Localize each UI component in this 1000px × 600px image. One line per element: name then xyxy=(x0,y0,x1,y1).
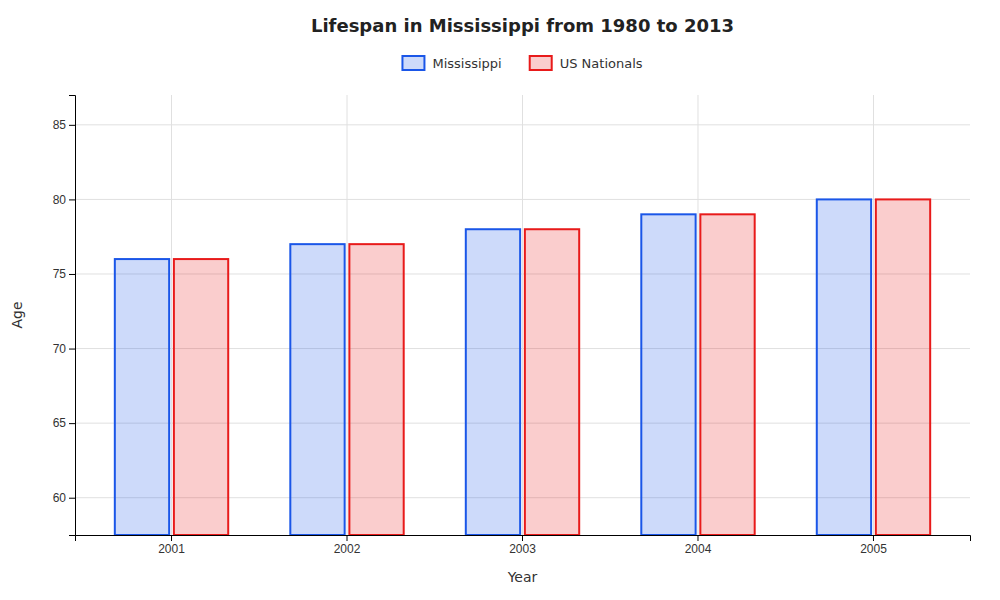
tick-label: 80 xyxy=(53,193,67,207)
bar xyxy=(817,199,871,535)
bars xyxy=(115,199,930,535)
y-axis: 60 65 70 75 80 85 xyxy=(53,96,76,536)
tick: 2005 xyxy=(860,535,887,556)
tick: 60 xyxy=(53,491,75,505)
tick-mark xyxy=(69,423,75,424)
tick-mark xyxy=(171,535,172,541)
tick-mark xyxy=(873,535,874,541)
bar xyxy=(349,244,403,535)
tick: 70 xyxy=(53,342,75,356)
bar xyxy=(115,259,169,535)
bar xyxy=(290,244,344,535)
grid-line xyxy=(347,95,348,535)
x-axis-title: Year xyxy=(507,569,538,585)
tick: 85 xyxy=(53,118,75,132)
tick-mark xyxy=(69,199,75,200)
title: Lifespan in Mississippi from 1980 to 201… xyxy=(311,15,734,36)
tick-label: 2004 xyxy=(685,542,712,556)
tick-label: 75 xyxy=(53,267,67,281)
bar xyxy=(525,229,579,535)
bar xyxy=(700,214,754,535)
grid-line xyxy=(873,95,874,535)
tick-mark xyxy=(69,274,75,275)
tick: 2003 xyxy=(509,535,536,556)
tick: 80 xyxy=(53,193,75,207)
plot: 2001 2002 2003 2004 2005 60 65 70 75 80 85 xyxy=(53,95,971,556)
bar xyxy=(641,214,695,535)
tick-mark xyxy=(69,349,75,350)
tick-label: 65 xyxy=(53,416,67,430)
tick-label: 2005 xyxy=(860,542,887,556)
legend-label: Mississippi xyxy=(432,56,501,71)
legend-swatch xyxy=(402,56,424,70)
grid-line xyxy=(522,95,523,535)
x-axis: 2001 2002 2003 2004 2005 xyxy=(76,535,971,556)
tick-mark xyxy=(347,535,348,541)
tick-label: 2003 xyxy=(509,542,536,556)
legend-swatch xyxy=(530,56,552,70)
tick: 75 xyxy=(53,267,75,281)
axis-line xyxy=(69,96,76,536)
tick-mark xyxy=(522,535,523,541)
tick: 2004 xyxy=(685,535,712,556)
tick: 2002 xyxy=(334,535,361,556)
legend: Mississippi US Nationals xyxy=(402,56,642,71)
grid-line xyxy=(171,95,172,535)
tick-mark xyxy=(69,125,75,126)
tick: 65 xyxy=(53,416,75,430)
bar xyxy=(174,259,228,535)
tick: 2001 xyxy=(158,535,185,556)
legend-label: US Nationals xyxy=(560,56,643,71)
grid-line xyxy=(697,95,698,535)
series xyxy=(174,199,930,535)
tick-label: 2002 xyxy=(334,542,361,556)
tick-label: 85 xyxy=(53,118,67,132)
tick-label: 60 xyxy=(53,491,67,505)
grid xyxy=(75,95,970,535)
series xyxy=(115,199,871,535)
axis-line xyxy=(76,536,971,542)
y-axis-title: Age xyxy=(9,301,25,328)
tick-mark xyxy=(69,498,75,499)
tick-label: 70 xyxy=(53,342,67,356)
bar xyxy=(876,199,930,535)
tick-label: 2001 xyxy=(158,542,185,556)
bar xyxy=(466,229,520,535)
tick-mark xyxy=(697,535,698,541)
legend-item: Mississippi xyxy=(402,56,501,71)
legend-item: US Nationals xyxy=(530,56,643,71)
chart: 2001 2002 2003 2004 2005 60 65 70 75 80 85 Year Age L… xyxy=(0,0,1000,600)
